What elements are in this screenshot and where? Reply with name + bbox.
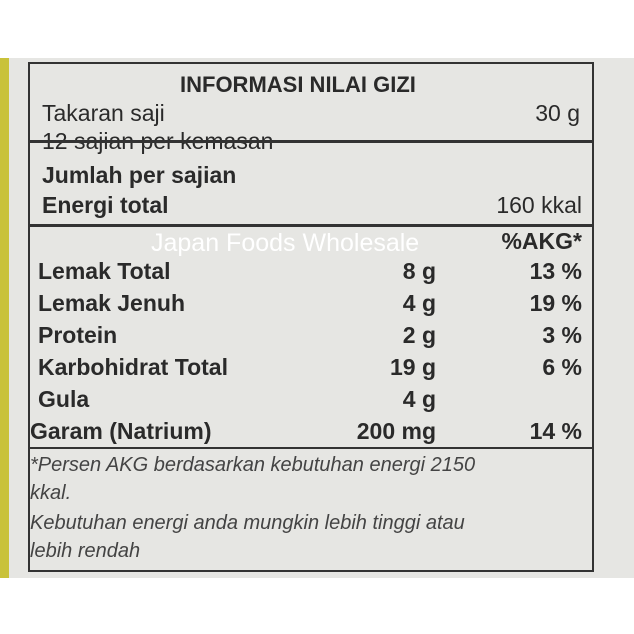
- nutrient-amount: 2 g: [402, 322, 436, 348]
- nutrient-name: Lemak Jenuh: [38, 290, 185, 316]
- akg-header: %AKG*: [501, 228, 582, 254]
- nutrient-amount: 8 g: [402, 258, 436, 284]
- footnote-line: *Persen AKG berdasarkan kebutuhan energi…: [30, 454, 476, 476]
- footnote-line: kkal.: [30, 482, 72, 504]
- per-serving-label: Jumlah per sajian: [42, 162, 237, 188]
- nutrient-name: Gula: [38, 386, 90, 412]
- nutrient-akg: 13 %: [529, 258, 582, 284]
- label-photo: [0, 58, 634, 578]
- nutrient-name: Lemak Total: [38, 258, 171, 284]
- nutrition-label: INFORMASI NILAI GIZI Takaran saji 30 g 1…: [28, 62, 594, 572]
- nutrient-akg: 3 %: [542, 322, 582, 348]
- serving-size-value: 30 g: [535, 100, 580, 126]
- divider: [30, 140, 592, 143]
- nutrient-akg: 14 %: [529, 418, 582, 444]
- nutrient-name: Karbohidrat Total: [38, 354, 228, 380]
- footnote-line: Kebutuhan energi anda mungkin lebih ting…: [30, 512, 465, 534]
- nutrient-amount: 4 g: [402, 386, 436, 412]
- nutrient-name: Garam (Natrium): [30, 418, 212, 444]
- nutrient-name: Protein: [38, 322, 118, 348]
- footnote-line: lebih rendah: [30, 540, 141, 562]
- label-title: INFORMASI NILAI GIZI: [180, 72, 416, 97]
- nutrient-amount: 4 g: [402, 290, 436, 316]
- watermark: Japan Foods Wholesale: [151, 229, 420, 257]
- nutrient-akg: 6 %: [542, 354, 582, 380]
- energy-label: Energi total: [42, 192, 169, 218]
- energy-value: 160 kkal: [496, 192, 582, 218]
- divider: [30, 224, 592, 227]
- divider: [30, 447, 592, 449]
- nutrient-akg: 19 %: [529, 290, 582, 316]
- nutrient-amount: 200 mg: [356, 418, 436, 444]
- nutrient-amount: 19 g: [389, 354, 436, 380]
- package-edge: [0, 58, 9, 578]
- serving-size-label: Takaran saji: [42, 100, 165, 126]
